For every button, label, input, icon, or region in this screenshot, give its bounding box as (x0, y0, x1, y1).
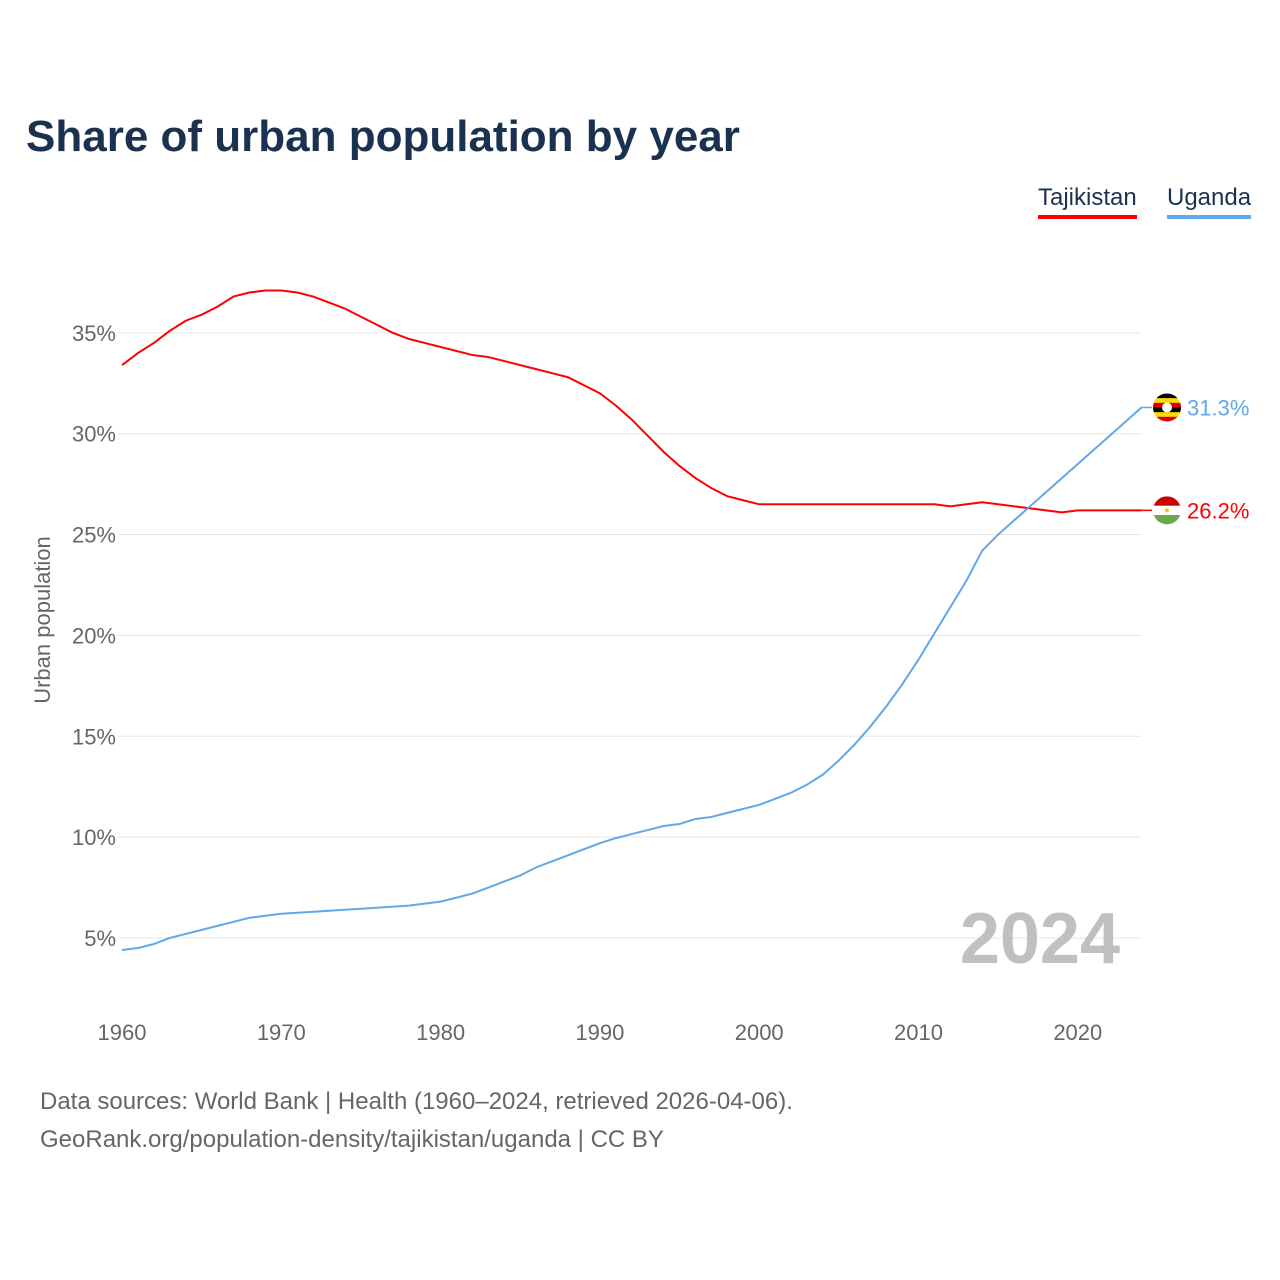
y-tick-label: 25% (72, 523, 116, 548)
x-tick-label: 2020 (1053, 1020, 1102, 1045)
uganda-flag-icon (1153, 393, 1181, 422)
y-axis-label: Urban population (30, 536, 55, 704)
end-value-label: 26.2% (1187, 498, 1249, 523)
end-value-label: 31.3% (1187, 395, 1249, 420)
x-tick-label: 1970 (257, 1020, 306, 1045)
y-tick-label: 20% (72, 623, 116, 648)
y-tick-label: 10% (72, 825, 116, 850)
tajikistan-flag-icon (1153, 496, 1181, 525)
source-link[interactable]: GeoRank.org/population-density/tajikista… (40, 1126, 664, 1153)
year-label: 2024 (960, 899, 1120, 979)
x-tick-label: 2000 (735, 1020, 784, 1045)
series-line-tajikistan (121, 289, 1142, 514)
y-tick-label: 35% (72, 321, 116, 346)
y-tick-label: 30% (72, 422, 116, 447)
data-source: Data sources: World Bank | Health (1960–… (40, 1088, 793, 1115)
legend-uganda[interactable]: Uganda (1167, 184, 1252, 219)
legend-tajikistan[interactable]: Tajikistan (1038, 184, 1137, 219)
y-tick-label: 5% (84, 926, 116, 951)
x-tick-label: 1960 (98, 1020, 147, 1045)
series-line-uganda (121, 406, 1143, 952)
chart-title: Share of urban population by year (26, 112, 740, 161)
x-tick-label: 1980 (416, 1020, 465, 1045)
x-tick-label: 2010 (894, 1020, 943, 1045)
y-tick-label: 15% (72, 724, 116, 749)
x-tick-label: 1990 (575, 1020, 624, 1045)
